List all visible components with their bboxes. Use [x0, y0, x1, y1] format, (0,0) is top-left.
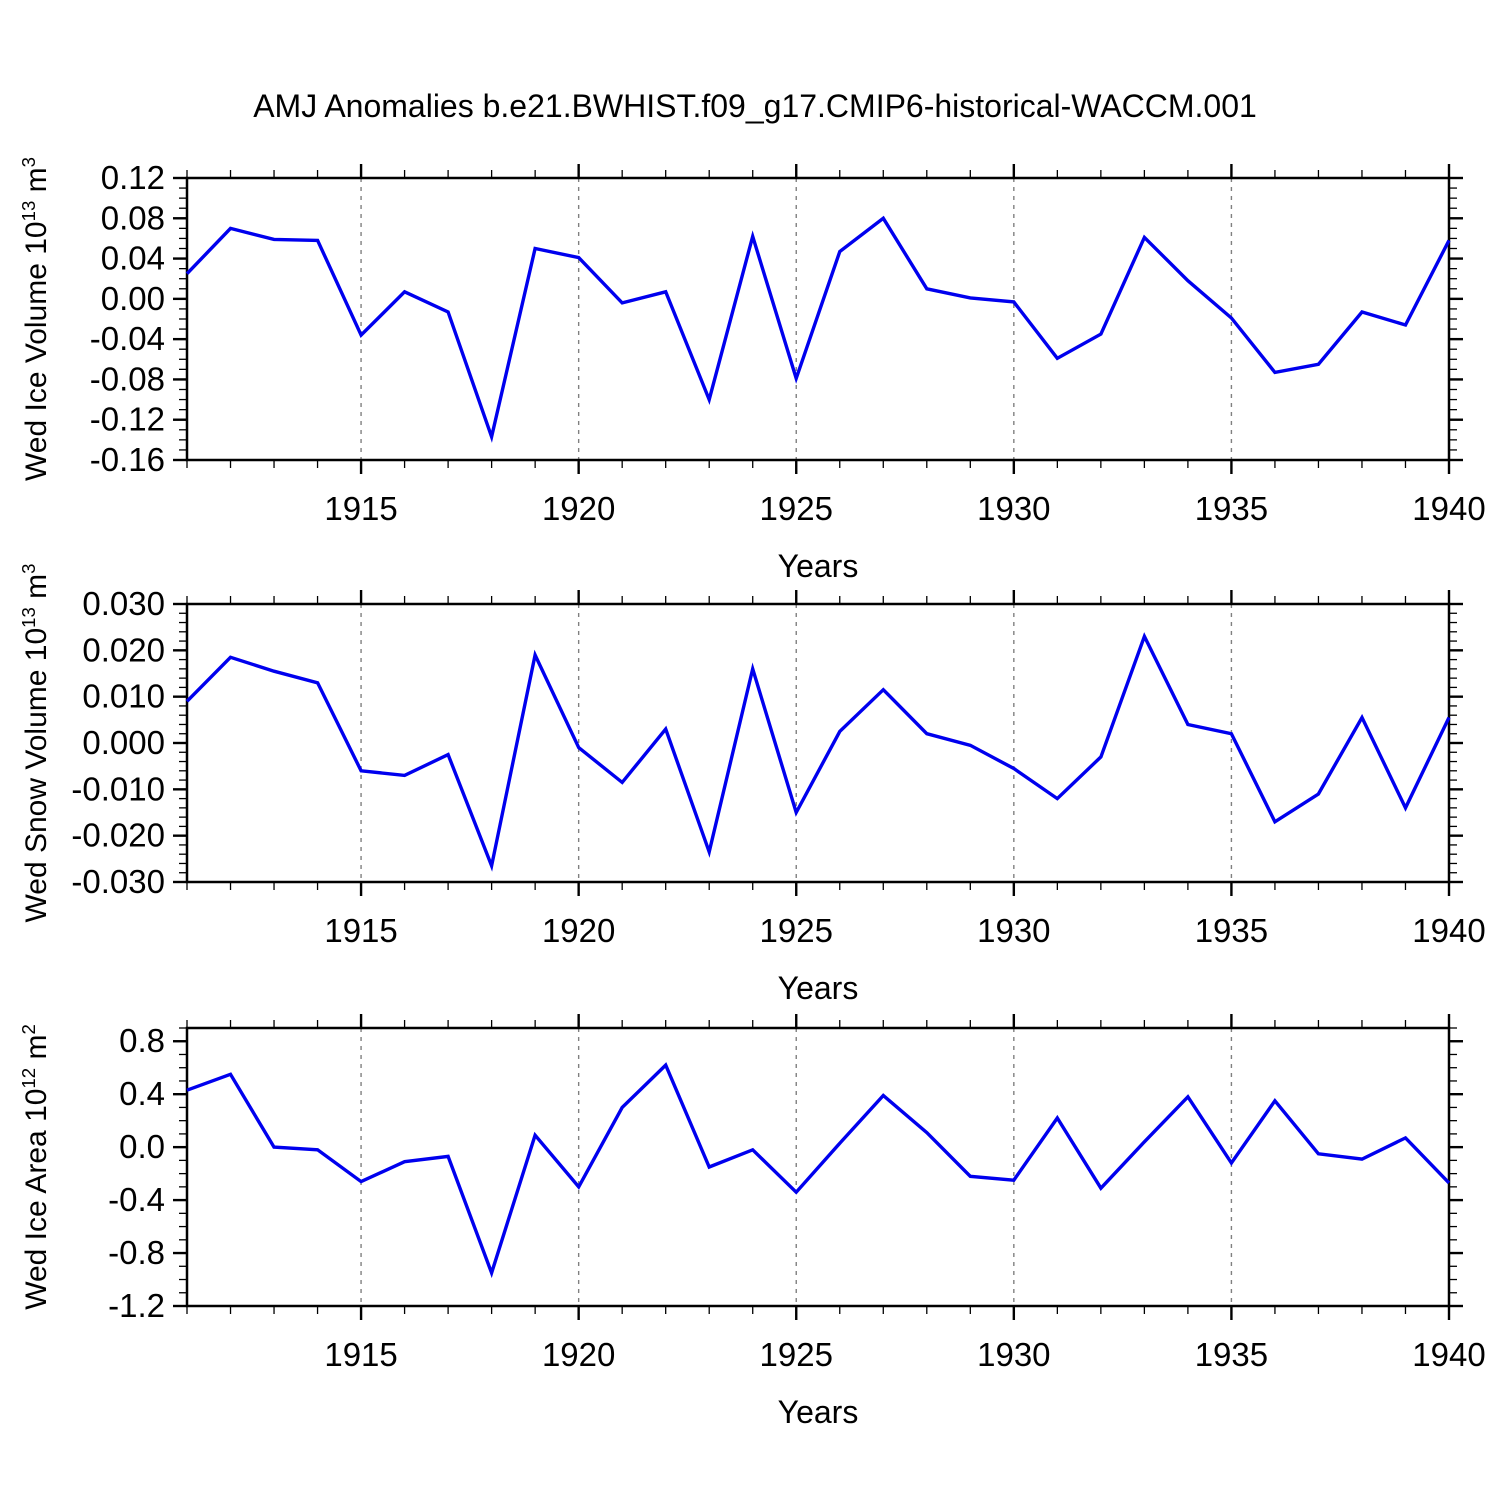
y-tick-label: 0.00	[101, 280, 165, 317]
x-tick-label: 1930	[977, 912, 1050, 949]
data-line-wed-ice-area	[186, 1062, 1451, 1279]
x-tick-label: 1915	[324, 490, 397, 527]
plot-box	[185, 602, 1451, 884]
x-tick-label: 1920	[542, 912, 615, 949]
y-tick-label: 0.12	[101, 159, 165, 196]
x-axis-label-years-3: Years	[777, 1394, 859, 1430]
x-tick-label: 1935	[1195, 912, 1268, 949]
data-line-wed-ice-volume	[185, 215, 1451, 443]
y-tick-label: 0.020	[82, 631, 165, 668]
x-tick-label: 1925	[760, 490, 833, 527]
x-axis-label-years-1: Years	[777, 548, 859, 584]
x-tick-label: 1925	[760, 912, 833, 949]
y-tick-label: 0.0	[119, 1128, 165, 1165]
y-tick-label: 0.04	[101, 240, 165, 277]
x-tick-label: 1940	[1412, 1336, 1485, 1373]
chart-title: AMJ Anomalies b.e21.BWHIST.f09_g17.CMIP6…	[253, 88, 1257, 124]
y-tick-label: -1.2	[108, 1287, 165, 1324]
x-axis-label-years-2: Years	[777, 970, 859, 1006]
y-tick-label: -0.4	[108, 1181, 165, 1218]
y-tick-label: 0.8	[119, 1022, 165, 1059]
y-tick-label: -0.020	[71, 817, 165, 854]
y-tick-label: 0.000	[82, 724, 165, 761]
y-tick-label: -0.12	[90, 401, 165, 438]
x-tick-label: 1915	[324, 912, 397, 949]
x-tick-label: 1930	[977, 490, 1050, 527]
y-tick-label: -0.16	[90, 441, 165, 478]
plot-box	[185, 1026, 1451, 1308]
y-tick-label: -0.04	[90, 320, 165, 357]
data-line-wed-snow-volume	[185, 632, 1451, 872]
x-tick-label: 1930	[977, 1336, 1050, 1373]
y-tick-label: 0.08	[101, 199, 165, 236]
y-tick-label: -0.08	[90, 360, 165, 397]
x-tick-label: 1915	[324, 1336, 397, 1373]
y-tick-label: -0.010	[71, 770, 165, 807]
y-tick-label: 0.010	[82, 678, 165, 715]
x-tick-label: 1920	[542, 490, 615, 527]
plot-box	[185, 176, 1451, 462]
x-tick-label: 1940	[1412, 490, 1485, 527]
x-tick-label: 1935	[1195, 1336, 1268, 1373]
x-tick-label: 1940	[1412, 912, 1485, 949]
x-tick-label: 1935	[1195, 490, 1268, 527]
y-tick-label: -0.8	[108, 1234, 165, 1271]
x-tick-label: 1920	[542, 1336, 615, 1373]
x-tick-label: 1925	[760, 1336, 833, 1373]
y-tick-label: 0.4	[119, 1075, 165, 1112]
y-tick-label: -0.030	[71, 863, 165, 900]
y-tick-label: 0.030	[82, 585, 165, 622]
